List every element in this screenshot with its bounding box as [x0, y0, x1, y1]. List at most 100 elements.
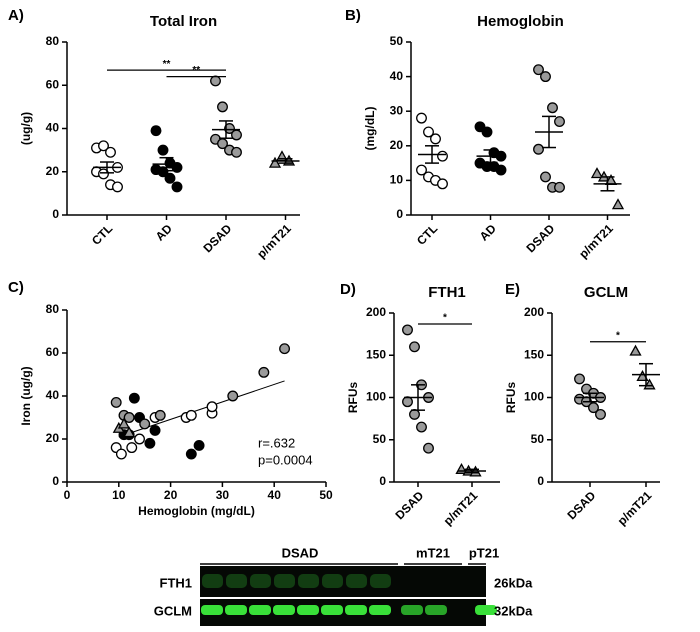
blot-group: mT21	[416, 545, 450, 560]
point	[258, 366, 270, 378]
y-tick-label: 0	[396, 207, 403, 221]
point	[636, 370, 649, 382]
point	[481, 126, 493, 138]
band	[346, 574, 367, 588]
point	[154, 409, 166, 421]
point	[185, 409, 197, 421]
point	[643, 378, 656, 390]
point	[268, 156, 282, 168]
point	[139, 418, 151, 430]
y-tick-label: 40	[390, 69, 404, 83]
band	[369, 605, 391, 615]
chart-title: GCLM	[584, 284, 628, 301]
blot-row: GCLM	[154, 603, 192, 618]
annotation: p=0.0004	[258, 452, 313, 467]
y-tick-label: 30	[390, 103, 404, 117]
point	[533, 143, 544, 155]
point	[149, 424, 161, 436]
point	[171, 161, 183, 173]
point	[171, 181, 183, 193]
band	[201, 605, 223, 615]
point	[217, 101, 228, 113]
point	[231, 146, 242, 158]
panel-label: B)	[345, 7, 361, 24]
point	[574, 373, 585, 385]
y-tick-label: 20	[46, 431, 60, 445]
point	[98, 168, 109, 180]
x-axis-label: Hemoglobin (mg/dL)	[138, 504, 255, 518]
point	[105, 146, 116, 158]
y-tick-label: 80	[46, 302, 60, 316]
x-tick-label: AD	[153, 221, 175, 243]
blot-group: DSAD	[282, 545, 319, 560]
annotation: r=.632	[258, 435, 295, 450]
x-tick-label: 10	[112, 488, 126, 502]
blot-row: FTH1	[160, 575, 193, 590]
x-tick-label: AD	[477, 221, 499, 243]
significance-label: **	[163, 59, 171, 70]
band	[273, 605, 295, 615]
point	[588, 402, 599, 414]
point	[590, 167, 604, 179]
x-tick-label: DSAD	[564, 488, 598, 522]
band	[321, 605, 343, 615]
x-tick-label: DSAD	[200, 221, 234, 255]
point	[495, 164, 507, 176]
y-axis-label: (mg/dL)	[363, 107, 377, 151]
point	[423, 126, 434, 138]
point	[416, 164, 427, 176]
y-tick-label: 200	[524, 305, 544, 319]
y-tick-label: 20	[390, 138, 404, 152]
y-axis-label: (ug/g)	[19, 112, 33, 145]
point	[193, 440, 205, 451]
band	[401, 605, 423, 615]
x-tick-label: DSAD	[392, 488, 426, 522]
x-tick-label: 40	[268, 488, 282, 502]
point	[110, 397, 122, 408]
x-tick-label: DSAD	[523, 221, 557, 255]
point	[210, 75, 221, 87]
point	[416, 421, 427, 433]
y-axis-label: RFUs	[346, 382, 360, 414]
point	[437, 178, 448, 190]
point	[554, 116, 565, 128]
y-tick-label: 60	[46, 77, 60, 91]
y-tick-label: 100	[366, 390, 386, 404]
y-tick-label: 80	[46, 34, 60, 48]
x-tick-label: 30	[216, 488, 230, 502]
point	[134, 433, 145, 445]
panel-label: C)	[8, 279, 24, 296]
point	[533, 64, 544, 76]
point	[402, 396, 413, 408]
point	[416, 112, 427, 124]
y-tick-label: 50	[390, 34, 404, 48]
band	[225, 605, 247, 615]
y-axis-label: Iron (ug/g)	[19, 366, 33, 425]
band	[322, 574, 343, 588]
point	[117, 417, 131, 429]
blot-size: 26kDa	[494, 575, 533, 590]
x-tick-label: p/mT21	[441, 488, 481, 528]
point	[157, 166, 169, 178]
point	[279, 343, 291, 355]
y-tick-label: 200	[366, 305, 386, 319]
band	[250, 574, 271, 588]
chart-title: Total Iron	[150, 13, 217, 30]
point	[206, 401, 218, 413]
x-tick-label: p/mT21	[615, 488, 655, 528]
y-tick-label: 40	[46, 388, 60, 402]
y-tick-label: 0	[537, 474, 544, 488]
band	[202, 574, 223, 588]
point	[126, 442, 138, 454]
y-tick-label: 40	[46, 121, 60, 135]
y-tick-label: 150	[366, 347, 386, 361]
band	[370, 574, 391, 588]
point	[554, 181, 565, 193]
x-tick-label: CTL	[89, 221, 115, 247]
point	[629, 344, 642, 356]
y-tick-label: 10	[390, 173, 404, 187]
point	[231, 129, 242, 141]
band	[298, 574, 319, 588]
